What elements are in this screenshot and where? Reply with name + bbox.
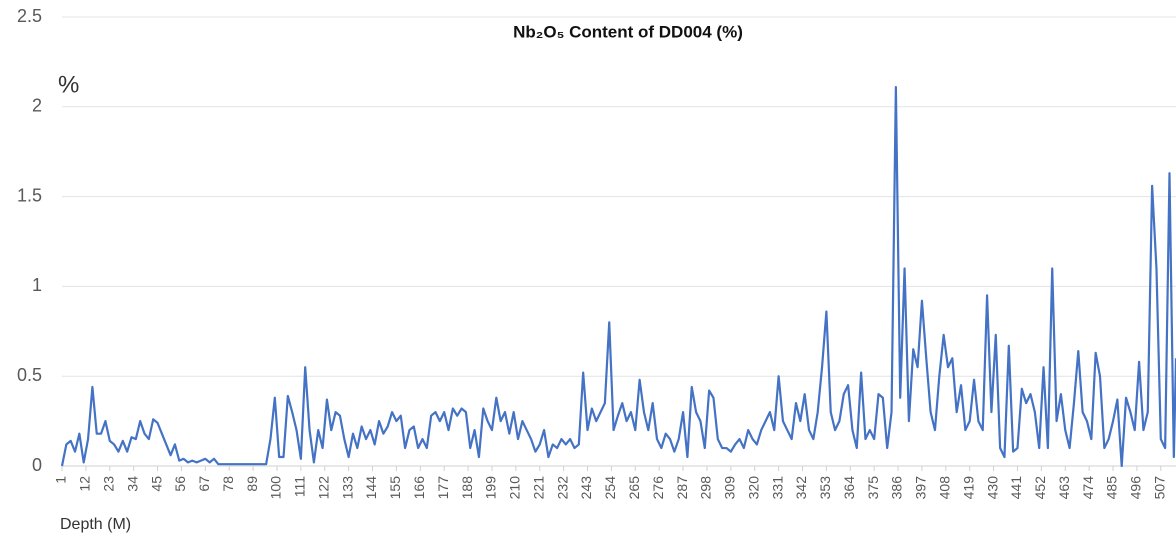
- x-tick-label: 78: [220, 476, 236, 492]
- x-tick-label: 375: [865, 476, 881, 500]
- x-tick-label: 386: [889, 476, 905, 500]
- x-tick-label: 276: [650, 476, 666, 500]
- x-tick-label: 34: [124, 476, 140, 492]
- x-tick-label: 474: [1080, 476, 1096, 500]
- x-tick-label: 144: [363, 476, 379, 500]
- x-tick-label: 452: [1032, 476, 1048, 500]
- x-tick-label: 122: [315, 476, 331, 500]
- y-tick-label: 1.5: [17, 185, 42, 205]
- x-tick-label: 309: [722, 476, 738, 500]
- x-tick-label: 397: [913, 476, 929, 500]
- x-tick-label: 133: [339, 476, 355, 500]
- x-tick-label: 287: [674, 476, 690, 500]
- x-tick-label: 265: [626, 476, 642, 500]
- y-tick-label: 0: [32, 455, 42, 475]
- x-tick-label: 364: [841, 476, 857, 500]
- x-tick-label: 485: [1104, 476, 1120, 500]
- chart-title: Nb₂O₅ Content of DD004 (%): [513, 22, 743, 41]
- y-tick-label: 1: [32, 275, 42, 295]
- x-tick-label: 320: [745, 476, 761, 500]
- x-tick-label: 23: [100, 476, 116, 492]
- x-tick-label: 232: [554, 476, 570, 500]
- x-tick-label: 111: [292, 476, 308, 497]
- y-tick-label: 2: [32, 96, 42, 116]
- x-tick-label: 353: [817, 476, 833, 500]
- x-tick-label: 254: [602, 476, 618, 500]
- x-tick-label: 221: [530, 476, 546, 500]
- x-tick-label: 100: [268, 476, 284, 500]
- x-tick-label: 430: [984, 476, 1000, 500]
- x-tick-label: 12: [77, 476, 93, 492]
- x-tick-label: 67: [196, 476, 212, 492]
- x-tick-label: 89: [244, 476, 260, 492]
- x-tick-label: 199: [483, 476, 499, 500]
- x-tick-label: 507: [1152, 476, 1168, 500]
- data-line: [60, 85, 1176, 468]
- x-tick-label: 298: [698, 476, 714, 500]
- x-tick-label: 155: [387, 476, 403, 500]
- x-tick-label: 188: [459, 476, 475, 500]
- x-tick-label: 463: [1056, 476, 1072, 500]
- x-tick-label: 419: [960, 476, 976, 500]
- y-tick-label: 2.5: [17, 6, 42, 26]
- x-tick-label: 331: [769, 476, 785, 500]
- x-tick-label: 210: [507, 476, 523, 500]
- x-tick-label: 166: [411, 476, 427, 500]
- x-tick-label: 496: [1128, 476, 1144, 500]
- x-tick-label: 1: [53, 476, 69, 484]
- x-axis-label: Depth (M): [60, 516, 131, 533]
- x-tick-label: 408: [937, 476, 953, 500]
- x-tick-label: 177: [435, 476, 451, 500]
- x-tick-label: 441: [1008, 476, 1024, 500]
- x-tick-label: 342: [793, 476, 809, 500]
- unit-annotation: %: [58, 71, 79, 98]
- x-tick-label: 243: [578, 476, 594, 500]
- y-tick-label: 0.5: [17, 365, 42, 385]
- x-tick-label: 56: [172, 476, 188, 492]
- x-tick-label: 45: [148, 476, 164, 492]
